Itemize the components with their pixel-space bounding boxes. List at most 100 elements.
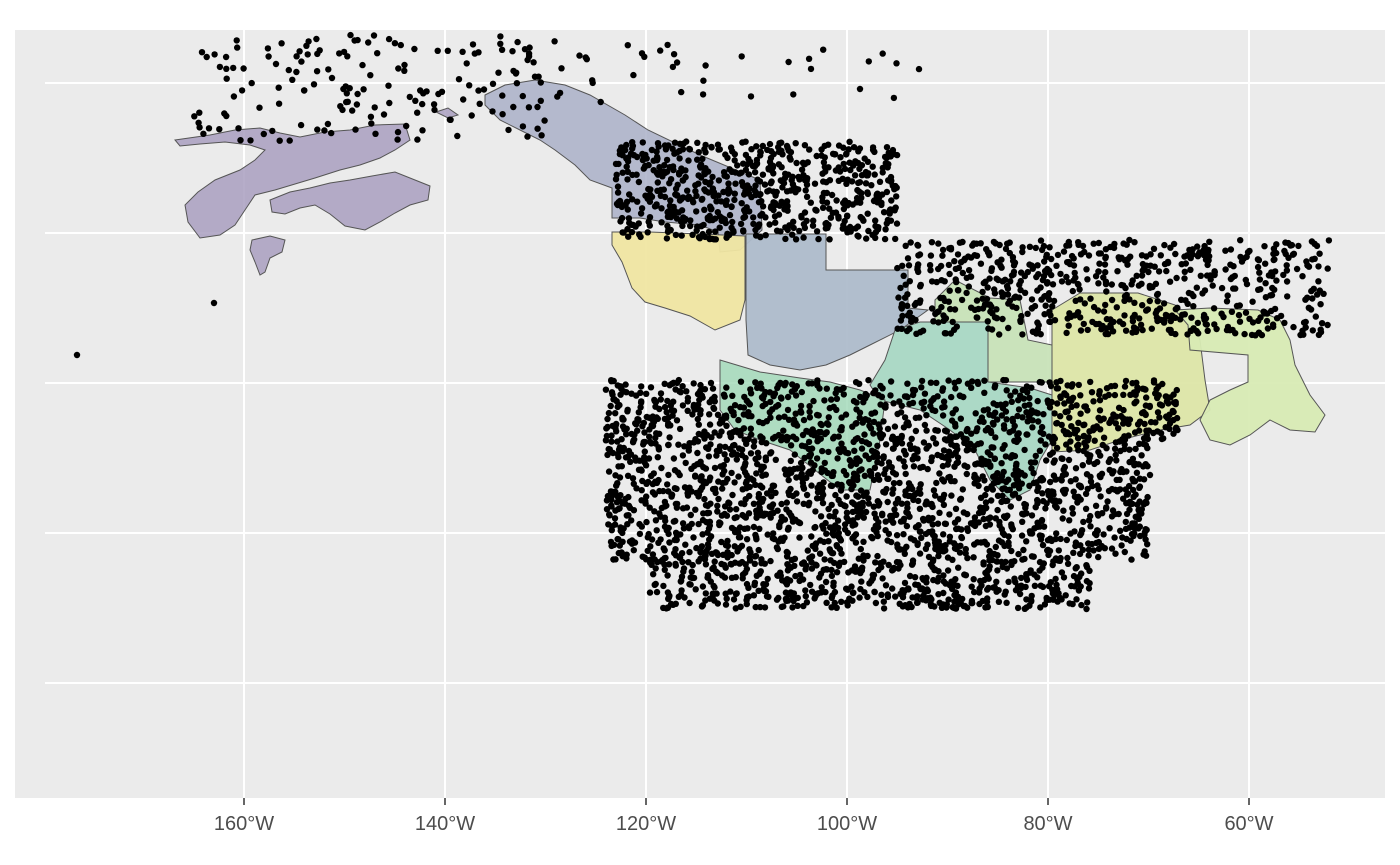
city-point (971, 522, 979, 530)
city-point (344, 53, 351, 60)
city-point (303, 42, 310, 49)
city-point (618, 144, 625, 151)
city-point (1031, 571, 1038, 578)
city-point (1058, 278, 1066, 285)
city-point (1230, 285, 1237, 292)
city-point (642, 500, 649, 507)
city-point (710, 188, 718, 196)
city-point (1039, 541, 1047, 549)
city-point (987, 514, 994, 521)
city-point (731, 157, 738, 164)
city-point (686, 581, 693, 588)
city-point (742, 561, 749, 568)
city-point (1156, 305, 1164, 312)
city-point (716, 447, 723, 455)
city-point (885, 561, 892, 569)
city-point (1103, 288, 1110, 295)
city-point (1023, 383, 1031, 390)
city-point (1061, 463, 1069, 471)
city-point (654, 415, 661, 422)
city-point (1187, 327, 1195, 334)
city-point (1098, 470, 1106, 477)
city-point (850, 144, 858, 151)
city-point (741, 469, 749, 476)
city-point (746, 492, 753, 500)
city-point (1016, 294, 1023, 301)
city-point (802, 587, 809, 594)
city-point (1033, 273, 1040, 281)
city-point (1054, 400, 1061, 407)
city-point (1128, 556, 1135, 563)
city-point (499, 92, 506, 99)
city-point (817, 513, 825, 520)
city-point (286, 137, 293, 144)
city-point (1024, 310, 1031, 317)
city-point (787, 149, 795, 156)
city-point (1070, 549, 1077, 556)
city-point (1190, 292, 1197, 300)
city-point (656, 164, 663, 171)
city-point (1143, 307, 1150, 314)
city-point (992, 409, 999, 416)
city-point (1189, 251, 1196, 258)
city-point (1077, 482, 1084, 490)
city-point (946, 287, 953, 294)
city-point (845, 199, 852, 207)
city-point (808, 482, 815, 489)
city-point (756, 504, 763, 511)
city-point (803, 427, 810, 435)
city-point (885, 459, 893, 466)
city-point (625, 512, 632, 519)
city-point (336, 50, 343, 57)
city-point (711, 393, 718, 401)
city-point (856, 414, 863, 421)
city-point (833, 604, 840, 611)
city-point (830, 582, 837, 590)
city-point (816, 481, 823, 489)
city-point (727, 433, 734, 440)
city-point (1038, 517, 1046, 524)
city-point (646, 433, 653, 440)
city-point (1170, 416, 1177, 424)
city-point (1194, 319, 1202, 327)
city-point (746, 546, 753, 553)
city-point (940, 589, 947, 597)
city-point (1231, 272, 1239, 280)
city-point (1083, 562, 1090, 569)
city-point (649, 551, 657, 558)
city-point (833, 395, 841, 402)
city-point (628, 517, 635, 524)
city-point (635, 220, 642, 227)
city-point (890, 150, 898, 158)
city-point (1023, 576, 1031, 584)
city-point (951, 478, 958, 485)
city-point (674, 469, 682, 476)
city-point (868, 410, 875, 417)
city-point (820, 159, 828, 166)
city-point (196, 109, 203, 116)
city-point (1087, 473, 1094, 480)
city-point (1069, 600, 1076, 608)
city-point (1228, 308, 1236, 315)
city-point (1084, 599, 1091, 606)
city-point (841, 521, 849, 528)
city-point (1018, 574, 1025, 582)
city-point (636, 530, 644, 538)
city-point (904, 255, 912, 262)
city-point (848, 178, 856, 185)
city-point (615, 549, 622, 557)
city-point (788, 556, 796, 564)
city-point (1073, 494, 1080, 501)
city-point (1000, 376, 1007, 384)
city-point (985, 325, 992, 332)
city-point (819, 204, 827, 211)
city-point (1110, 411, 1117, 418)
city-point (872, 222, 879, 230)
city-point (1006, 297, 1014, 304)
city-point (828, 191, 836, 199)
city-point (698, 543, 706, 550)
city-point (932, 541, 939, 549)
city-point (1024, 431, 1031, 438)
city-point (982, 427, 989, 434)
city-point (1324, 265, 1331, 272)
